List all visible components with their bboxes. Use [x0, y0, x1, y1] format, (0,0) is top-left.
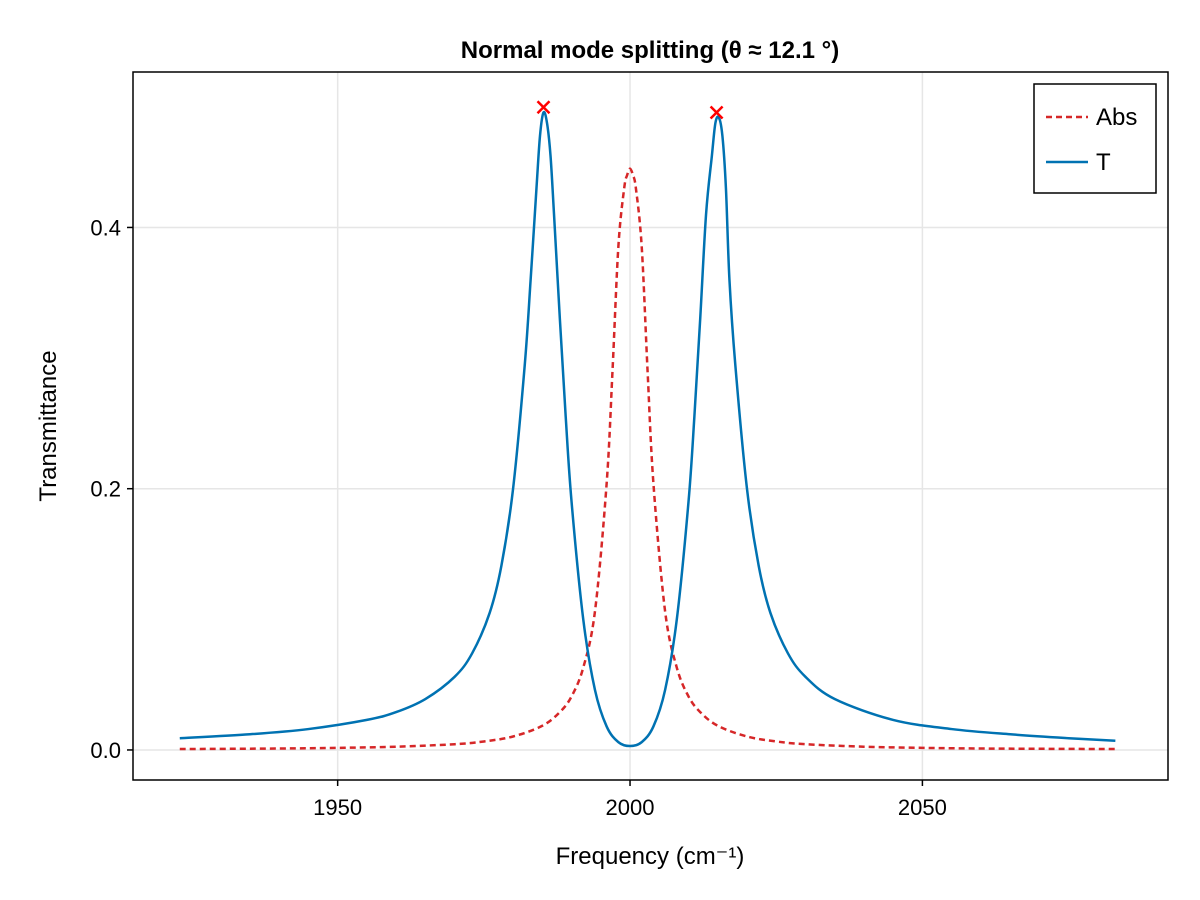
- y-tick-label: 0.4: [90, 215, 121, 240]
- x-axis-label: Frequency (cm⁻¹): [556, 843, 745, 870]
- chart-title: Normal mode splitting (θ ≈ 12.1 °): [461, 37, 839, 64]
- series-layer: [179, 110, 1116, 751]
- y-tick-label: 0.2: [90, 477, 121, 502]
- peak-marker: [709, 105, 724, 120]
- x-tick-label: 2000: [606, 795, 655, 820]
- legend-label-abs: Abs: [1096, 104, 1137, 131]
- series-line-t: [179, 110, 1116, 748]
- x-tick-label: 2050: [898, 795, 947, 820]
- y-axis-label: Transmittance: [35, 350, 62, 501]
- series-line-abs: [179, 167, 1116, 751]
- legend-label-t: T: [1096, 149, 1111, 176]
- legend: Abs T: [1033, 83, 1157, 194]
- plot-frame: [132, 71, 1169, 781]
- legend-box: [1033, 83, 1157, 194]
- x-tick-label: 1950: [313, 795, 362, 820]
- axis-ticks: 1950 2000 2050 0.0 0.2 0.4: [90, 215, 946, 820]
- peak-markers: [536, 100, 724, 120]
- y-tick-label: 0.0: [90, 738, 121, 763]
- peak-marker: [536, 100, 551, 115]
- grid-lines: [133, 72, 1168, 780]
